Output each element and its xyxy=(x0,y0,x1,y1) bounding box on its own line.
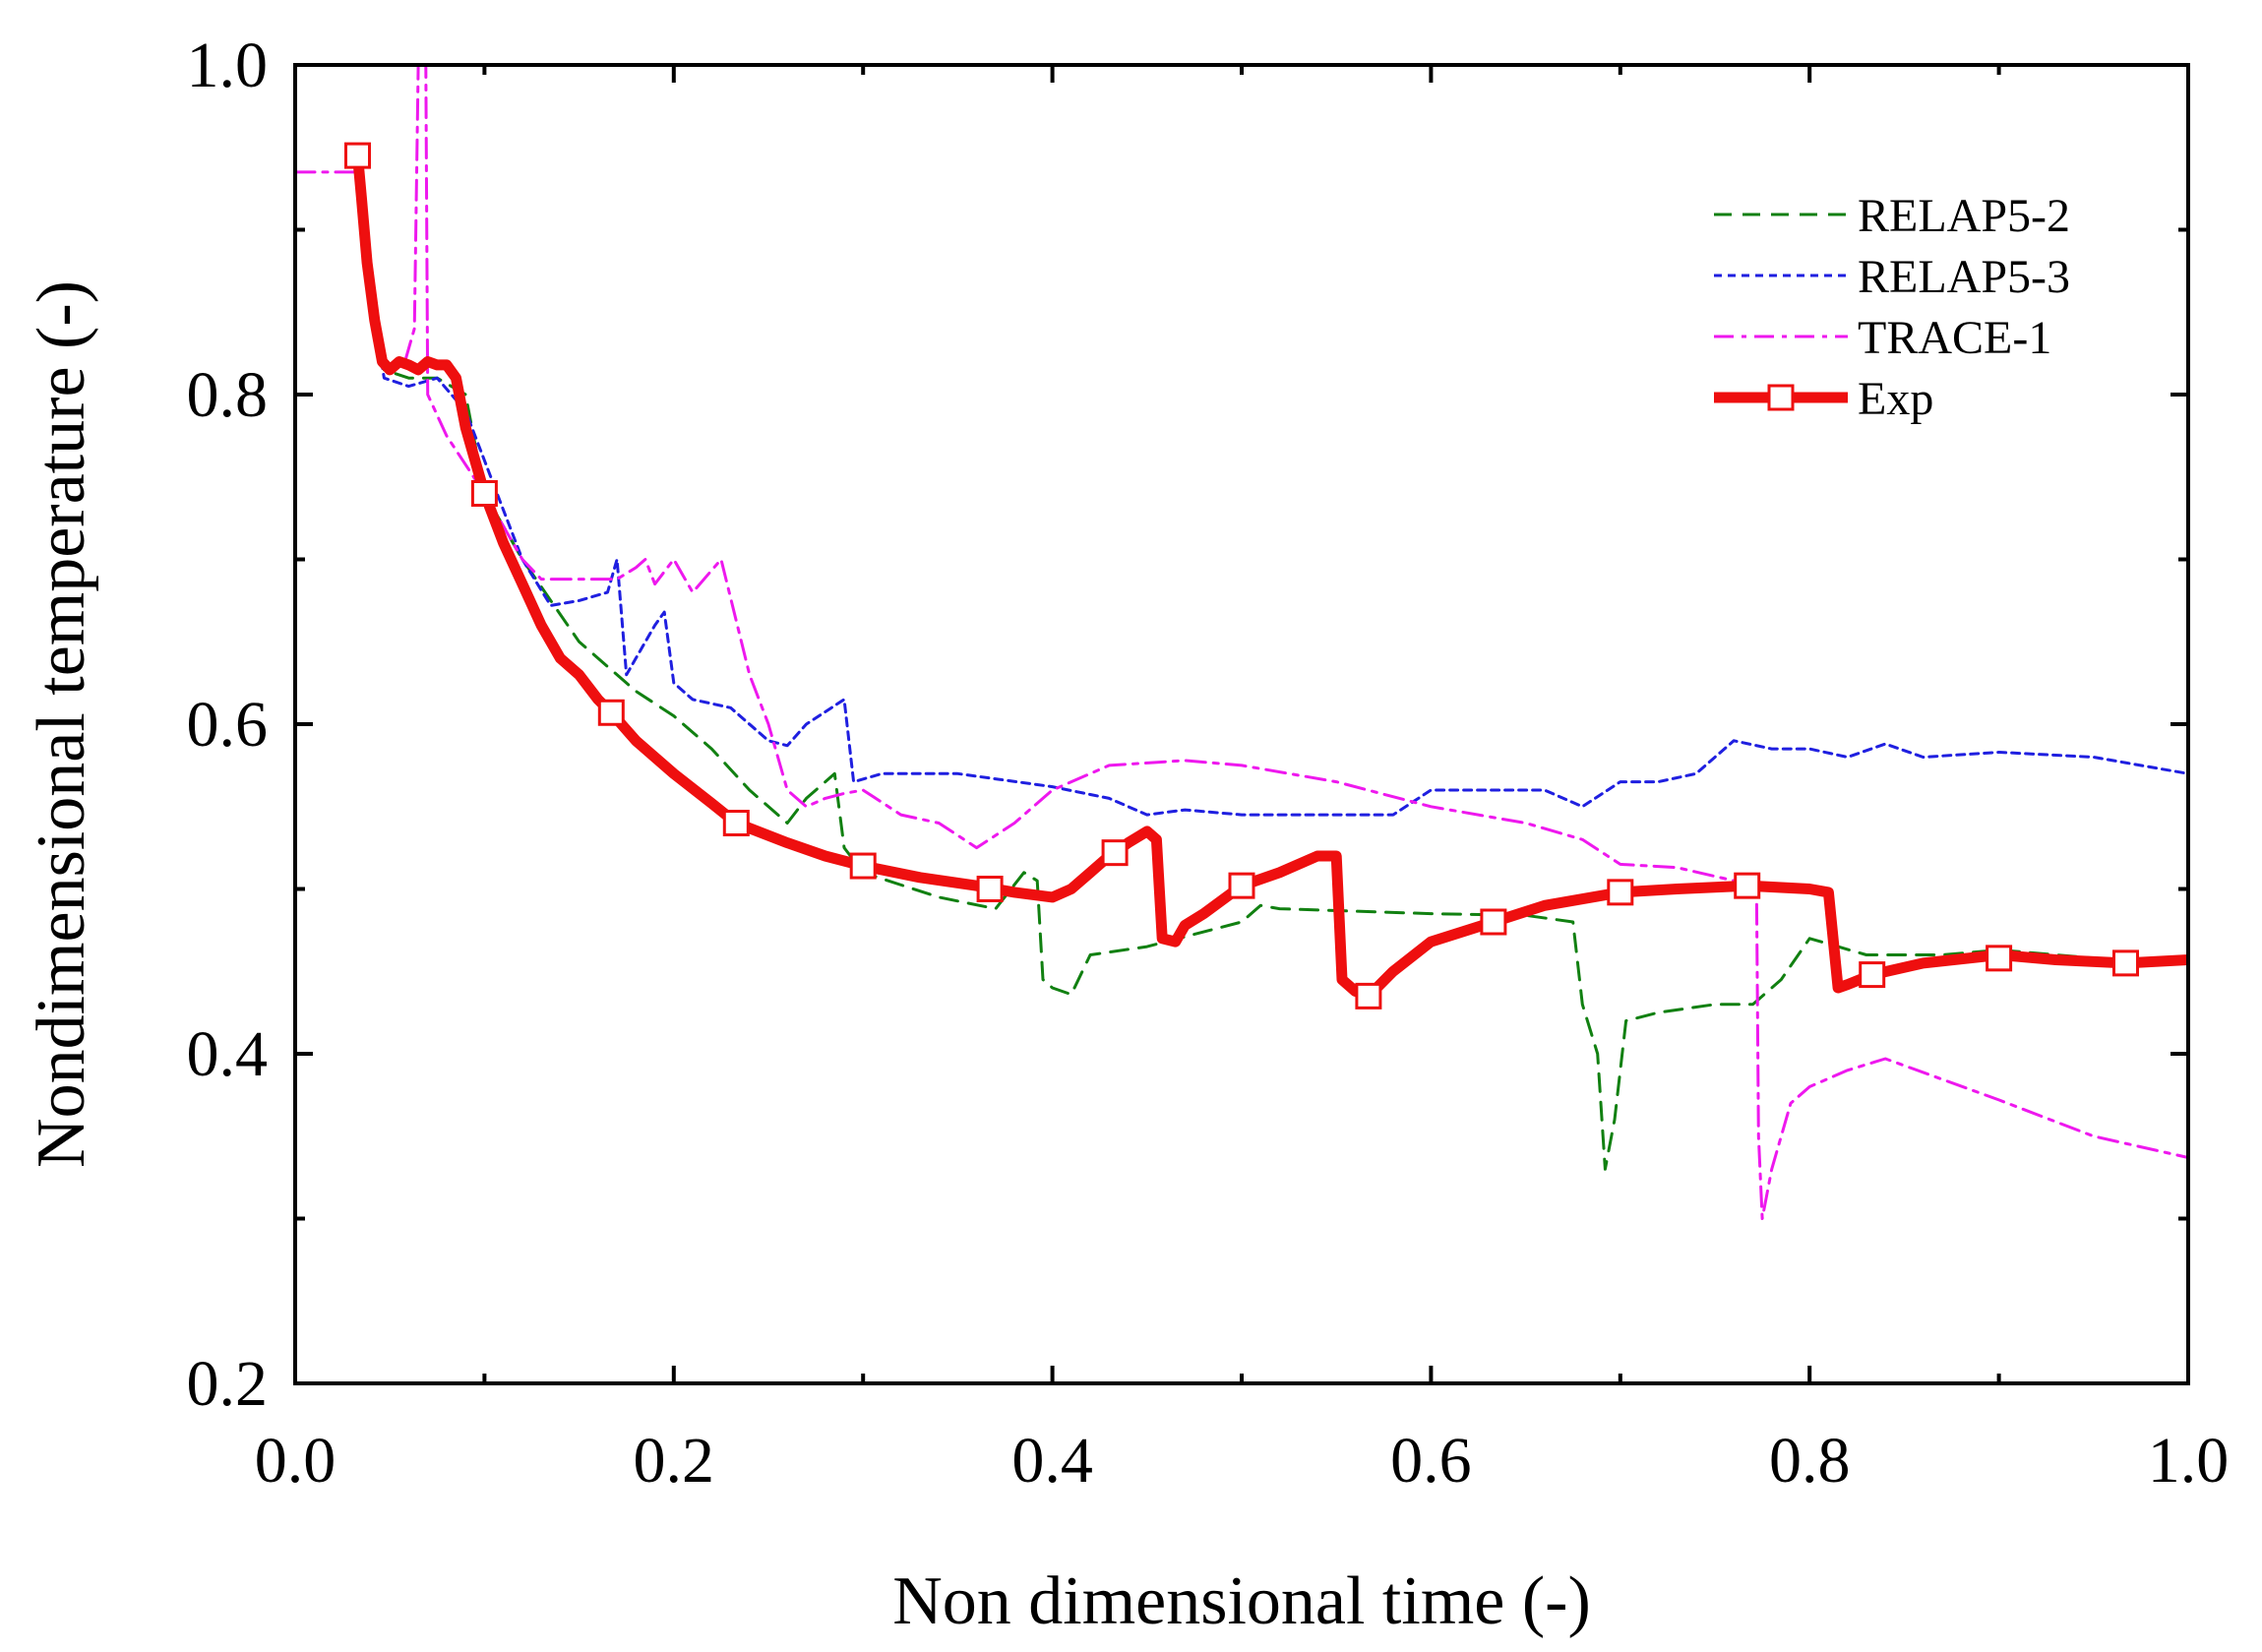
data-marker xyxy=(849,852,877,880)
data-marker xyxy=(343,142,371,169)
data-marker xyxy=(1607,879,1634,906)
legend-label: RELAP5-3 xyxy=(1858,251,2070,303)
data-marker xyxy=(1734,872,1761,899)
x-axis-title: Non dimensional time (-) xyxy=(892,1563,1591,1639)
y-tick-label: 0.6 xyxy=(187,689,269,761)
data-marker xyxy=(1986,945,2013,972)
x-tick-label: 0.6 xyxy=(1390,1425,1472,1497)
y-tick-label: 1.0 xyxy=(187,30,269,101)
y-tick-label: 0.2 xyxy=(187,1348,269,1420)
x-tick-label: 0.2 xyxy=(634,1425,715,1497)
data-marker xyxy=(2112,949,2140,977)
marker-layer xyxy=(343,142,2140,1010)
legend-label: RELAP5-2 xyxy=(1858,190,2070,242)
data-marker xyxy=(597,699,625,726)
legend-label: Exp xyxy=(1858,373,1933,425)
x-tick-label: 1.0 xyxy=(2148,1425,2230,1497)
tick-layer: 0.0 0.2 0.4 0.6 0.8 1.00.20.40.60.81.0 xyxy=(187,30,2230,1497)
x-tick-label: 0.8 xyxy=(1769,1425,1851,1497)
x-tick-label: 0.4 xyxy=(1011,1425,1093,1497)
series-line-trace-1 xyxy=(295,65,2188,1220)
y-tick-label: 0.4 xyxy=(187,1018,269,1090)
data-marker xyxy=(976,876,1004,902)
data-marker xyxy=(1228,872,1255,899)
series-layer xyxy=(295,65,2188,1220)
data-marker xyxy=(1480,908,1507,936)
series-line-exp xyxy=(352,150,2188,1002)
legend: RELAP5-2 RELAP5-3 TRACE-1 Exp xyxy=(1714,190,2070,425)
series-line-relap5-3 xyxy=(356,153,2188,817)
legend-marker xyxy=(1767,384,1795,411)
x-tick-label: 0.0 xyxy=(255,1425,336,1497)
legend-label: TRACE-1 xyxy=(1858,312,2051,364)
data-marker xyxy=(1101,839,1129,867)
series-line-relap5-2 xyxy=(356,153,2188,1171)
data-marker xyxy=(1859,961,1886,989)
data-marker xyxy=(722,810,750,836)
data-marker xyxy=(1355,982,1382,1010)
y-axis-title: Nondimensional temperature (-) xyxy=(24,280,99,1168)
data-marker xyxy=(470,480,498,507)
y-tick-label: 0.8 xyxy=(187,359,269,431)
